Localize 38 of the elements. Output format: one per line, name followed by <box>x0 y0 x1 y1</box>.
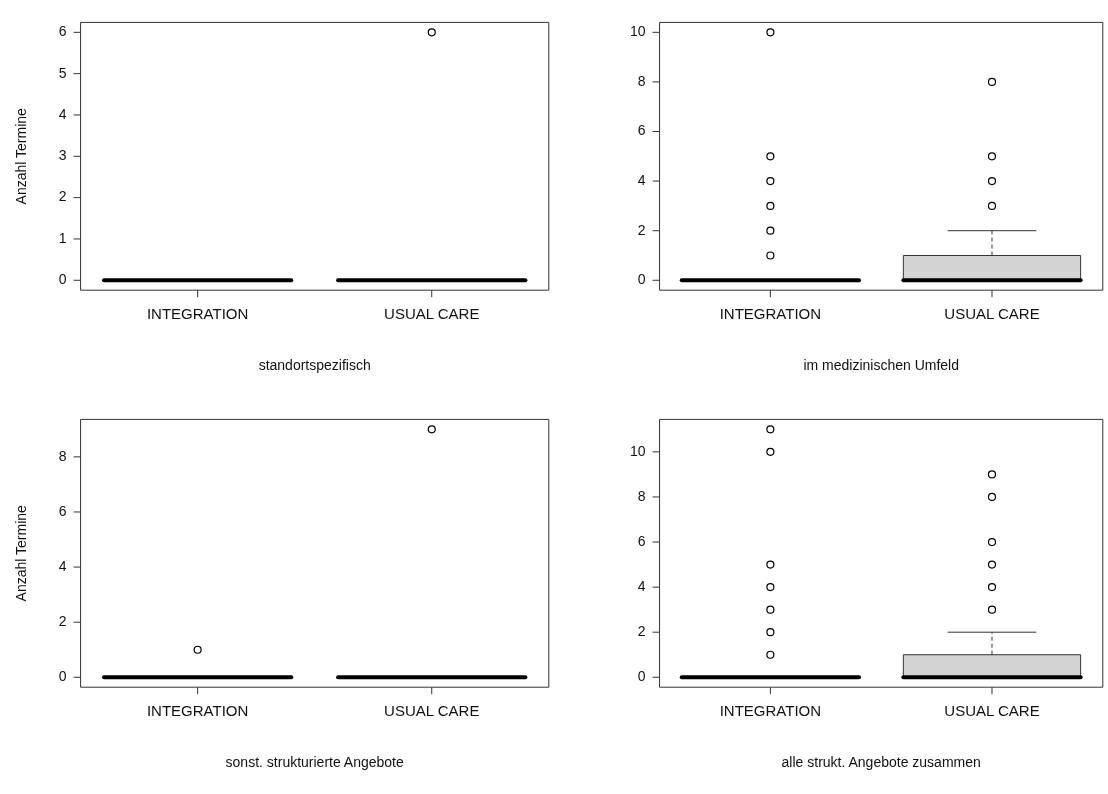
y-tick-label: 0 <box>637 668 646 685</box>
y-tick-label: 2 <box>637 221 646 238</box>
x-tick-label: INTEGRATION <box>719 305 822 323</box>
x-tick-label: USUAL CARE <box>944 702 1040 720</box>
y-tick-label: 10 <box>629 23 646 40</box>
y-tick-label: 6 <box>58 502 67 519</box>
x-tick-label: INTEGRATION <box>146 702 249 720</box>
y-axis-title: Anzahl Termine <box>13 504 30 602</box>
x-axis-title: sonst. strukturierte Angebote <box>225 754 405 771</box>
y-tick-label: 2 <box>58 188 67 205</box>
y-axis-title: Anzahl Termine <box>13 107 30 205</box>
y-tick-label: 8 <box>58 447 67 464</box>
y-tick-label: 8 <box>637 487 646 504</box>
x-tick-label: USUAL CARE <box>384 305 480 323</box>
y-tick-label: 6 <box>58 23 67 40</box>
y-tick-label: 3 <box>58 147 67 164</box>
y-tick-label: 5 <box>58 64 67 81</box>
x-axis-title: alle strukt. Angebote zusammen <box>781 754 981 771</box>
y-tick-label: 4 <box>58 557 67 574</box>
x-tick-label: INTEGRATION <box>719 702 822 720</box>
x-tick-label: USUAL CARE <box>384 702 480 720</box>
y-tick-label: 2 <box>637 623 646 640</box>
y-tick-label: 4 <box>637 171 646 188</box>
x-axis-title: standortspezifisch <box>258 357 371 374</box>
x-tick-label: USUAL CARE <box>944 305 1040 323</box>
y-tick-label: 0 <box>637 271 646 288</box>
y-tick-label: 1 <box>58 229 67 246</box>
y-tick-label: 0 <box>58 668 67 685</box>
y-tick-label: 2 <box>58 613 67 630</box>
y-tick-label: 6 <box>637 532 646 549</box>
x-axis-title: im medizinischen Umfeld <box>803 357 959 374</box>
y-tick-label: 10 <box>629 442 646 459</box>
x-tick-label: INTEGRATION <box>146 305 249 323</box>
y-tick-label: 8 <box>637 72 646 89</box>
y-tick-label: 0 <box>58 271 67 288</box>
y-tick-label: 4 <box>637 577 646 594</box>
y-tick-label: 4 <box>58 105 67 122</box>
y-tick-label: 6 <box>637 122 646 139</box>
